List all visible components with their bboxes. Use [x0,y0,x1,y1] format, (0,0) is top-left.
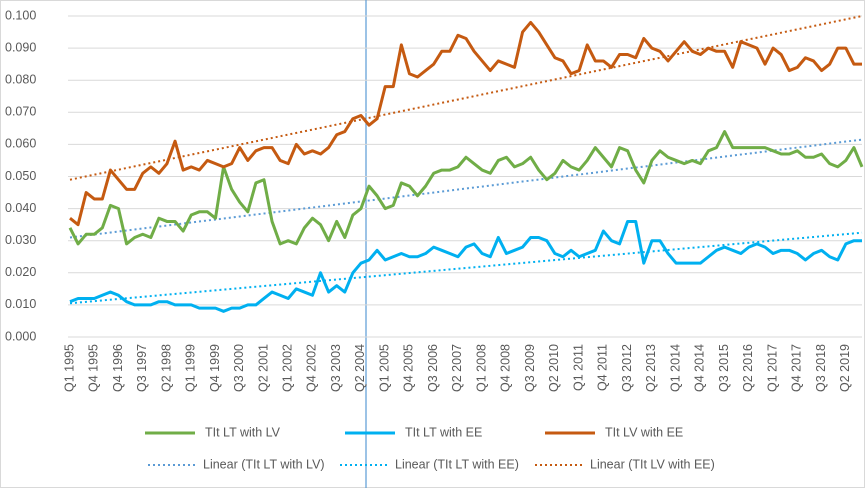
x-tick-label: Q2 2004 [353,344,367,392]
data-line [69,219,862,313]
x-tick-label: Q3 2018 [814,344,828,392]
y-tick-label: 0.040 [5,201,36,215]
x-tick-label: Q4 1996 [111,344,125,392]
x-tick-label: Q1 2017 [765,344,779,392]
x-tick-label: Q4 1995 [87,344,101,392]
legend-label: TIt LV with EE [605,425,683,439]
x-tick-label: Q1 2005 [377,344,391,392]
data-line [68,130,864,246]
x-tick-label: Q3 1997 [135,344,149,392]
y-tick-label: 0.100 [5,8,36,22]
y-tick-label: 0.010 [5,297,36,311]
legend-label: TIt LT with LV [205,425,281,439]
y-tick-label: 0.060 [5,137,36,151]
x-tick-label: Q4 2017 [790,344,804,392]
x-tick-label: Q2 2019 [838,344,852,392]
x-tick-label: Q2 2010 [547,344,561,392]
x-tick-label: Q3 2012 [620,344,634,392]
x-tick-label: Q4 2011 [596,344,610,391]
legend-label: Linear (TIt LT with EE) [395,457,519,471]
trend-line [69,138,863,239]
legend-label: Linear (TIt LV with EE) [590,457,715,471]
x-tick-label: Q2 2007 [450,344,464,392]
legend-label: Linear (TIt LT with LV) [203,457,325,471]
y-tick-label: 0.000 [5,329,36,343]
x-tick-label: Q4 2014 [693,344,707,392]
x-tick-label: Q2 2001 [256,344,270,392]
x-tick-label: Q3 2000 [232,344,246,392]
x-tick-label: Q3 2015 [717,344,731,392]
x-tick-label: Q2 2013 [644,344,658,392]
data-line [69,20,862,227]
x-tick-label: Q1 1999 [184,344,198,392]
x-tick-label: Q3 2003 [329,344,343,392]
x-tick-label: Q3 2006 [426,344,440,392]
x-tick-label: Q4 2005 [402,344,416,392]
y-tick-label: 0.030 [5,233,36,247]
x-tick-label: Q4 1999 [208,344,222,392]
x-tick-label: Q1 1995 [62,344,76,392]
x-tick-label: Q4 2008 [499,344,513,392]
y-tick-label: 0.020 [5,265,36,279]
x-tick-label: Q2 2016 [741,344,755,392]
y-tick-label: 0.070 [5,105,36,119]
x-tick-label: Q4 2002 [305,344,319,392]
x-tick-label: Q3 2009 [523,344,537,392]
y-tick-label: 0.050 [5,169,36,183]
x-tick-label: Q1 2002 [281,344,295,392]
x-tick-label: Q1 2011 [571,344,585,391]
x-tick-label: Q2 1998 [159,344,173,392]
y-tick-label: 0.080 [5,72,36,86]
legend-label: TIt LT with EE [405,425,482,439]
x-tick-label: Q1 2008 [474,344,488,392]
trend-line [69,231,863,305]
x-tick-label: Q1 2014 [668,344,682,392]
y-tick-label: 0.090 [5,40,36,54]
